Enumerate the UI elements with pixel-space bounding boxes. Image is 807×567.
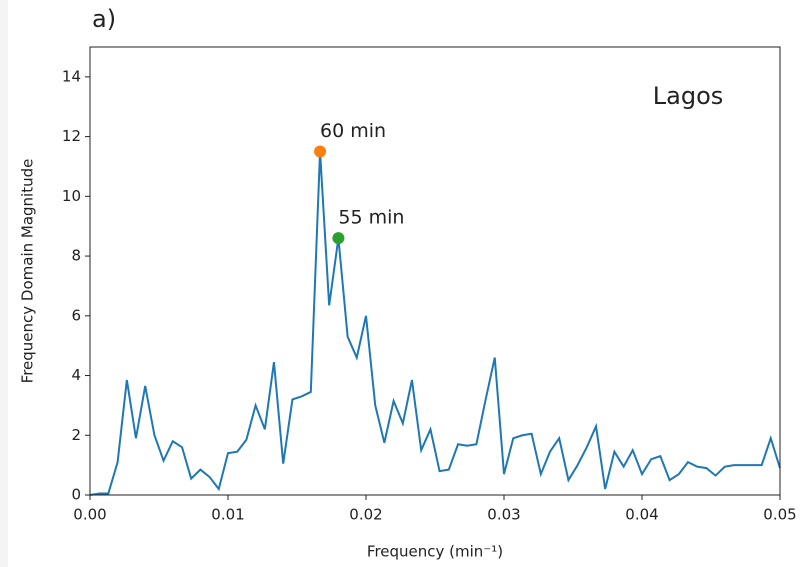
x-axis-label: Frequency (min⁻¹) — [367, 543, 503, 561]
peak-marker — [314, 145, 327, 158]
y-tick-label: 14 — [62, 67, 81, 85]
x-tick-label: 0.04 — [625, 506, 658, 524]
y-tick-label: 4 — [71, 366, 81, 384]
plot-frame — [89, 46, 781, 496]
y-tick-label: 0 — [71, 486, 81, 504]
peak-label: 60 min — [320, 120, 386, 142]
x-tick-label: 0.03 — [487, 506, 520, 524]
x-tick-label: 0.05 — [763, 506, 796, 524]
y-tick-label: 2 — [71, 426, 81, 444]
x-tick-label: 0.01 — [211, 506, 244, 524]
y-tick-label: 8 — [71, 247, 81, 265]
y-tick-label: 6 — [71, 306, 81, 324]
x-tick-label: 0.02 — [349, 506, 382, 524]
y-axis-label: Frequency Domain Magnitude — [19, 159, 37, 384]
peak-marker — [332, 232, 345, 245]
panel-label: a) — [92, 5, 116, 33]
y-tick-label: 12 — [62, 127, 81, 145]
peak-label: 55 min — [338, 207, 404, 229]
data-line — [89, 151, 781, 496]
background — [8, 0, 807, 567]
x-tick-label: 0.00 — [73, 506, 106, 524]
y-tick-label: 10 — [62, 187, 81, 205]
location-label: Lagos — [653, 82, 724, 110]
